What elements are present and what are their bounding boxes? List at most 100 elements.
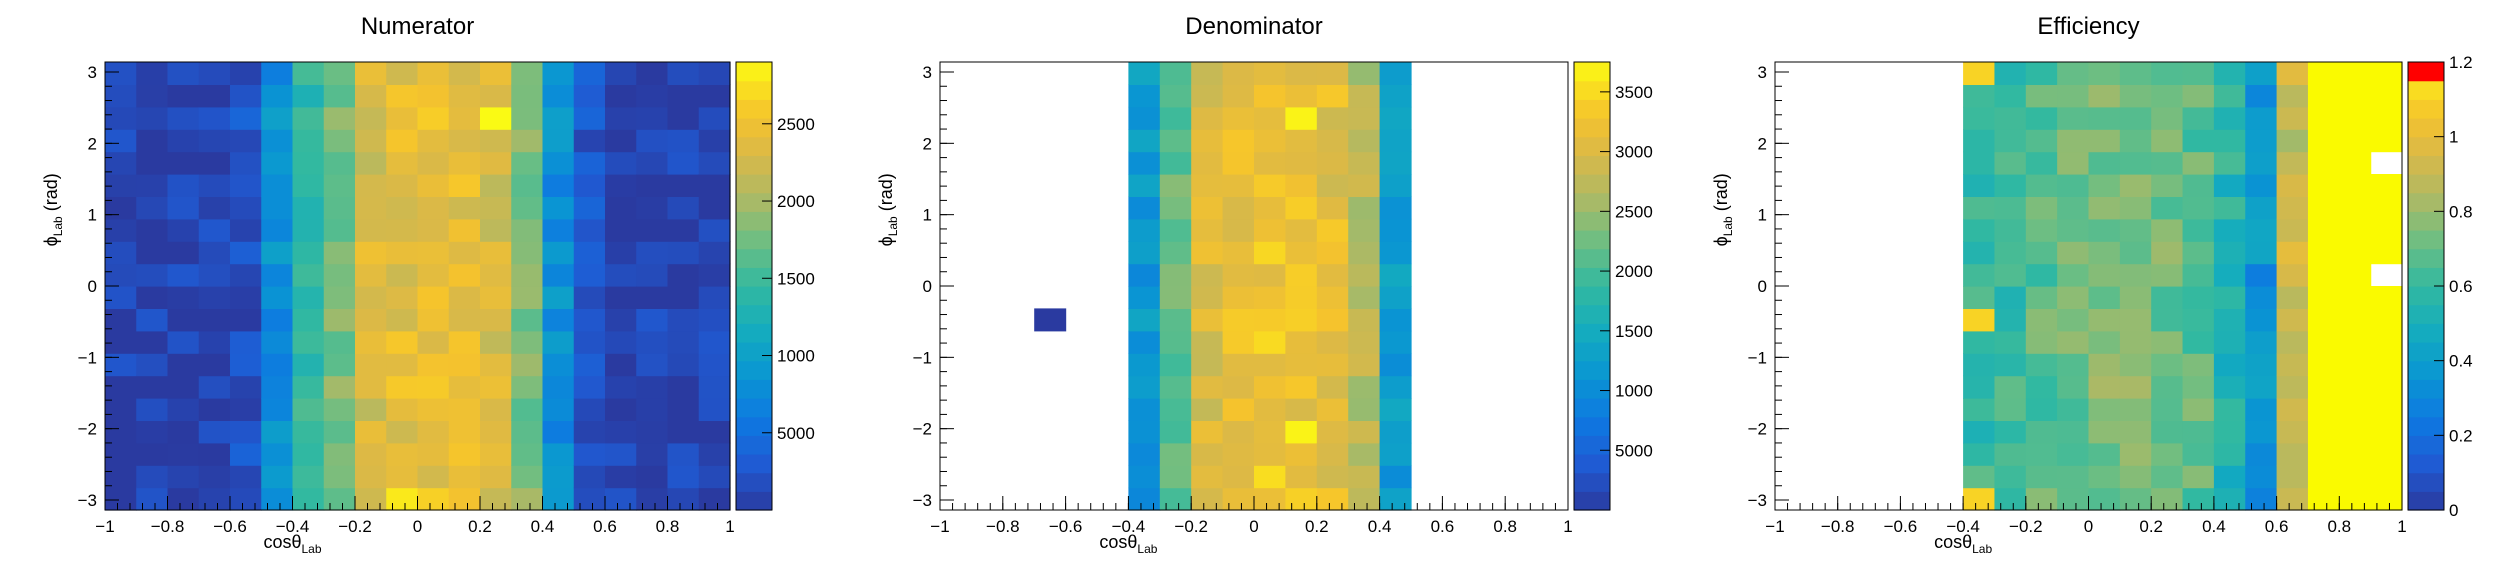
heatmap-cell [105,106,137,130]
heatmap-cell [698,398,731,421]
heatmap-cell [698,308,731,332]
heatmap-cell [167,151,200,175]
heatmap-cell [1316,196,1349,220]
color-bar-segment [736,62,772,82]
heatmap-cell [198,263,231,287]
heatmap-cell [386,487,419,511]
heatmap-cell [2088,442,2121,466]
heatmap-cell [1963,330,1996,354]
heatmap-cell [2057,174,2090,197]
heatmap-cell [261,129,294,153]
heatmap-cell [1285,106,1318,130]
heatmap-cell [2245,442,2278,466]
heatmap-cell [2245,241,2278,265]
heatmap-cell [2339,308,2372,332]
heatmap-cell [2088,106,2121,130]
heatmap-cell [355,465,387,489]
heatmap-cell [1191,398,1224,421]
heatmap-cell [2057,84,2090,108]
heatmap-cell [167,241,200,265]
heatmap-cell [1285,308,1318,332]
color-bar-segment [2408,472,2444,492]
heatmap-cell [2119,420,2152,444]
heatmap-cell [2307,174,2340,197]
heatmap-cell [261,353,294,377]
heatmap-cell [1316,487,1349,511]
heatmap-cell [636,196,669,220]
heatmap-cell [605,353,637,377]
heatmap-cell [230,330,262,354]
heatmap-cell [2276,308,2309,332]
heatmap-cell [1994,106,2027,130]
heatmap-cell [2339,62,2372,85]
heatmap-cell [2245,375,2278,399]
heatmap-cell [698,465,731,489]
heatmap-cell [448,487,481,511]
heatmap-cell [292,465,325,489]
heatmap-cell [2339,196,2372,220]
y-tick-label: 3 [1758,63,1767,82]
heatmap-cell [448,442,481,466]
heatmap-cell [1191,442,1224,466]
heatmap-cell [1191,84,1224,108]
heatmap-cell [448,398,481,421]
heatmap-cell [386,151,419,175]
heatmap-cell [698,196,731,220]
heatmap-cell [542,106,575,130]
heatmap-cell [355,218,387,242]
heatmap-cell [636,465,669,489]
heatmap-cell [167,442,200,466]
heatmap-cell [1316,241,1349,265]
heatmap-cell [1994,353,2027,377]
heatmap-cell [323,196,356,220]
heatmap-cell [2276,375,2309,399]
heatmap-cell [511,106,544,130]
heatmap-cell [261,420,294,444]
heatmap-cell [636,218,669,242]
heatmap-cell [292,84,325,108]
heatmap-cell [1222,106,1255,130]
heatmap-cell [2151,106,2184,130]
heatmap-cell [605,62,637,85]
heatmap-cell [167,398,200,421]
color-bar-label: 2500 [1615,202,1653,221]
heatmap-cell [2245,84,2278,108]
color-bar-segment [1574,80,1610,100]
heatmap-cell [2119,196,2152,220]
color-bar-segment [736,304,772,324]
heatmap-cell [355,487,387,511]
heatmap-cell [417,398,450,421]
color-bar: 5000 1000 1500 2000 2500 3000 3500 [1573,61,1653,511]
heatmap-cell [2276,398,2309,421]
heatmap-cell [386,241,419,265]
heatmap-cell [2088,308,2121,332]
heatmap-cell [2088,174,2121,197]
heatmap-cell [1348,106,1381,130]
color-bar-segment [736,155,772,175]
heatmap-cell [1254,106,1286,130]
heatmap-cell [2025,84,2058,108]
heatmap-cell [698,420,731,444]
heatmap-cell [2088,62,2121,85]
color-bar-label: 1 [2449,128,2458,147]
color-bar-label: 0.8 [2449,202,2473,221]
heatmap-cell [480,129,512,153]
heatmap-cell [1191,174,1224,197]
heatmap-cell [136,218,169,242]
heatmap-cell [1316,84,1349,108]
heatmap-cell [636,263,669,287]
heatmap-cell [1963,353,1996,377]
heatmap-cell [2276,263,2309,287]
heatmap-cell [1222,84,1255,108]
heatmap-cell [2057,487,2090,511]
heatmap-cell [698,84,731,108]
heatmap-cell [105,218,137,242]
heatmap-cell [323,241,356,265]
heatmap-cell [2025,308,2058,332]
heatmap-cell [1285,420,1318,444]
heatmap-cell [105,263,137,287]
heatmap-cell [1994,84,2027,108]
color-bar-label: 1500 [777,269,815,288]
heatmap-cell [105,151,137,175]
heatmap-cell [1159,398,1192,421]
